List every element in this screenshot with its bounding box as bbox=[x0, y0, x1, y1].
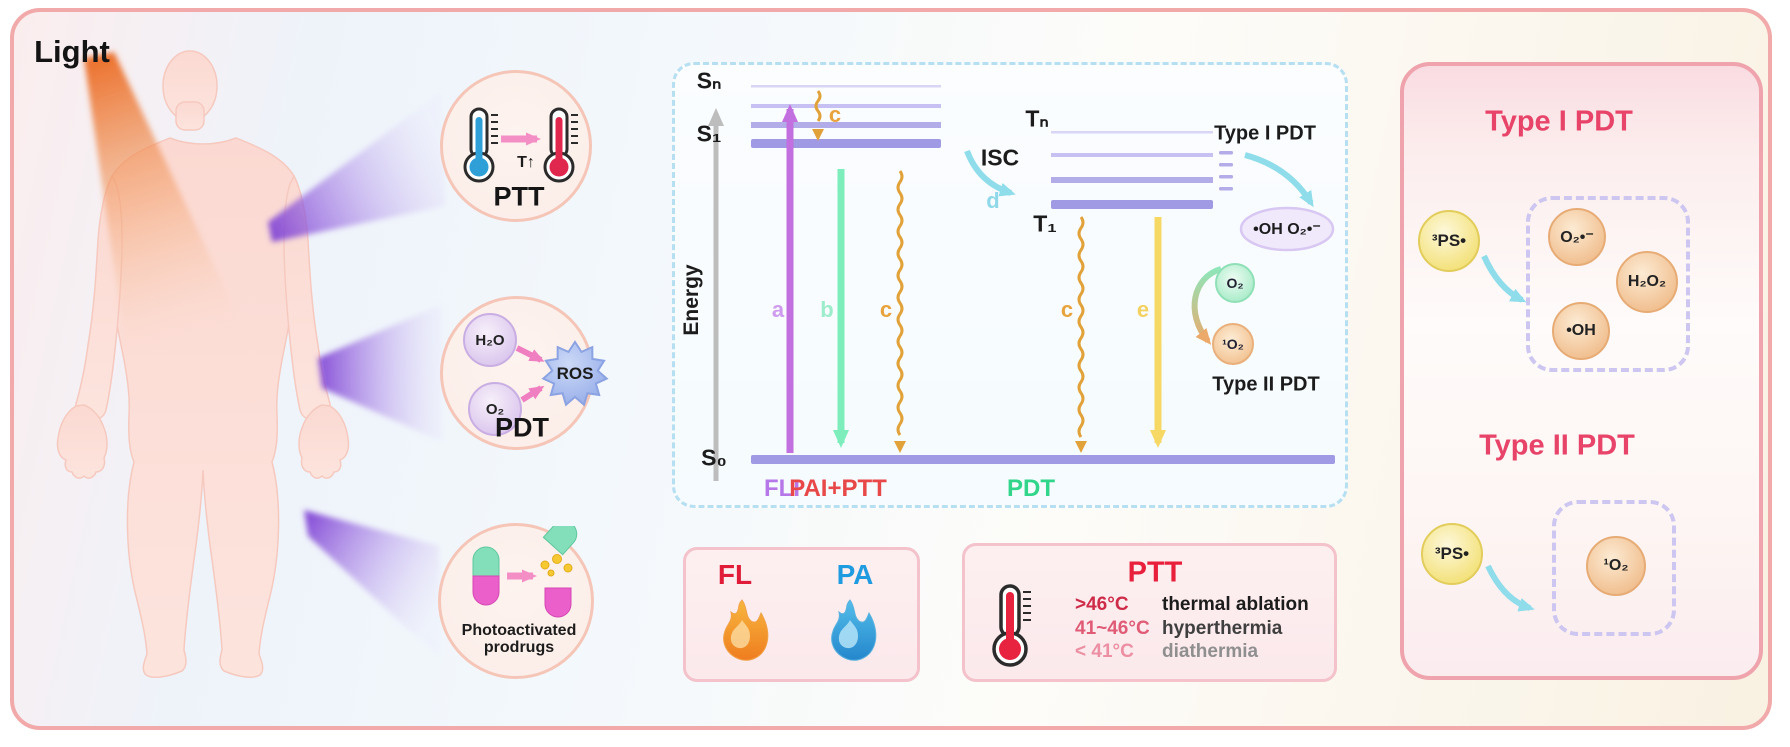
wavy-arrowhead-2 bbox=[894, 441, 906, 453]
type2-panel-title: Type II PDT bbox=[1479, 429, 1635, 462]
transition-a-label: a bbox=[771, 297, 785, 322]
light-beam-to-prodrugs bbox=[304, 510, 441, 660]
type1-products-box bbox=[1526, 196, 1690, 372]
o2-molecule: O₂ bbox=[468, 382, 522, 436]
pdt-callout-title: PDT bbox=[495, 412, 549, 443]
callout-pdt: H₂O O₂ ROS PDT bbox=[440, 296, 609, 450]
ptt-callout-title: PTT bbox=[493, 181, 545, 212]
transition-e-label: e bbox=[1136, 297, 1150, 322]
nonradiative-wavy-singlet bbox=[896, 170, 904, 436]
thermometer-hot-icon bbox=[543, 107, 578, 183]
hydroxyl-molecule: •OH bbox=[1552, 302, 1610, 360]
pa-label: PA bbox=[836, 559, 874, 590]
s0-level-label: S₀ bbox=[701, 444, 727, 471]
s1-level-label: S₁ bbox=[696, 120, 722, 147]
type1-arrow bbox=[1244, 152, 1314, 208]
internal-conversion-wavy-short bbox=[814, 90, 822, 122]
t1-level-label: T₁ bbox=[1033, 210, 1057, 237]
capsule-opening-icon bbox=[472, 526, 578, 618]
fl-label: FL bbox=[717, 559, 753, 590]
thermometer-icon bbox=[992, 584, 1031, 667]
transition-c1-label: c bbox=[828, 102, 842, 127]
singlet-oxygen-product: ¹O₂ bbox=[1586, 536, 1646, 596]
type2-product-box bbox=[1552, 500, 1676, 636]
light-label: Light bbox=[34, 34, 110, 69]
temperature-rise-label: T↑ bbox=[517, 154, 535, 171]
temp-range-1: >46°C bbox=[1075, 594, 1129, 615]
h2o2-molecule: H₂O₂ bbox=[1616, 251, 1678, 313]
vibrational-dashes bbox=[1219, 151, 1233, 191]
callout-prodrugs: Photoactivated prodrugs bbox=[438, 523, 594, 679]
transition-c2-label: c bbox=[879, 297, 893, 322]
panel-arrows bbox=[1481, 254, 1535, 612]
closed-capsule-icon bbox=[472, 546, 500, 606]
radical-products-label: •OH O₂•⁻ bbox=[1253, 221, 1321, 238]
o2-to-ros-arrow bbox=[520, 385, 545, 403]
isc-arrow-d bbox=[964, 149, 1016, 197]
ground-state-line bbox=[751, 455, 1335, 464]
nonradiative-wavy-triplet bbox=[1077, 216, 1085, 438]
jablonski-graphics bbox=[708, 85, 1335, 481]
type1-pdt-label: Type I PDT bbox=[1214, 122, 1316, 145]
energy-axis-label: Energy bbox=[680, 264, 703, 336]
temp-range-3: < 41°C bbox=[1075, 641, 1134, 662]
prodrugs-label-line2: prodrugs bbox=[483, 639, 555, 656]
singlet-level-lines bbox=[751, 85, 941, 148]
radical-oval bbox=[1239, 206, 1335, 252]
jablonski-diagram: Energy Sₙ S₁ S₀ Tₙ T₁ ISC a b c c c d e … bbox=[672, 62, 1348, 508]
type1-panel-title: Type I PDT bbox=[1485, 105, 1633, 138]
triplet-ps-molecule-2: ³PS• bbox=[1421, 523, 1483, 585]
triplet-ps-molecule-1: ³PS• bbox=[1418, 210, 1480, 272]
wavy-arrowhead-1 bbox=[812, 129, 824, 141]
transition-c3-label: c bbox=[1060, 297, 1074, 322]
temp-range-2: 41~46°C bbox=[1075, 618, 1150, 639]
sn-level-label: Sₙ bbox=[696, 67, 722, 94]
h2o-to-ros-arrow bbox=[515, 345, 545, 363]
ros-starburst bbox=[541, 340, 609, 407]
ros-label: ROS bbox=[556, 364, 594, 383]
thermometer-cold-icon bbox=[463, 107, 498, 183]
energy-transfer-arrow bbox=[1191, 266, 1223, 345]
imaging-thumbnails bbox=[723, 599, 877, 661]
type-pdt-panel: Type I PDT ³PS• O₂•⁻ H₂O₂ •OH Type II PD… bbox=[1400, 62, 1763, 680]
ros-generation-icon bbox=[515, 340, 609, 407]
pa-image-blob bbox=[831, 599, 877, 661]
transition-d-label: d bbox=[986, 188, 1000, 213]
light-beam-to-pdt bbox=[318, 304, 443, 442]
effect-2: hyperthermia bbox=[1162, 618, 1283, 639]
singlet-oxygen-molecule: ¹O₂ bbox=[1212, 323, 1254, 365]
h2o-molecule: H₂O bbox=[463, 313, 517, 367]
effect-1: thermal ablation bbox=[1162, 594, 1309, 615]
light-beam-to-ptt bbox=[268, 92, 445, 242]
superoxide-molecule: O₂•⁻ bbox=[1548, 208, 1606, 266]
type2-pdt-label: Type II PDT bbox=[1212, 373, 1320, 396]
wavy-arrowhead-3 bbox=[1075, 441, 1087, 453]
tn-level-label: Tₙ bbox=[1025, 105, 1049, 132]
ptt-box-title: PTT bbox=[1127, 556, 1183, 589]
oxygen-molecule: O₂ bbox=[1215, 263, 1255, 303]
open-capsule-top bbox=[542, 526, 578, 556]
callout-ptt: T↑ PTT bbox=[440, 70, 592, 222]
pdt-axis-label: PDT bbox=[1007, 475, 1055, 502]
isc-label: ISC bbox=[980, 144, 1020, 171]
fli-axis-label: FLI bbox=[764, 475, 800, 502]
fl-pa-box: FL PA bbox=[683, 547, 920, 682]
prodrugs-label-line1: Photoactivated bbox=[461, 622, 577, 639]
released-drug-dots bbox=[540, 554, 573, 577]
triplet-level-lines bbox=[1051, 131, 1213, 209]
ptt-info-box: PTT >46°C thermal ablation 41~46°C hyper… bbox=[962, 543, 1337, 682]
pai-ptt-axis-label: PAI+PTT bbox=[789, 475, 887, 502]
effect-3: diathermia bbox=[1162, 641, 1259, 662]
open-capsule-bottom bbox=[544, 587, 572, 618]
transition-b-label: b bbox=[820, 297, 834, 322]
fl-image-blob bbox=[723, 599, 769, 661]
type1-reaction-arrow bbox=[1481, 254, 1527, 303]
light-beam-orange bbox=[84, 52, 240, 352]
thermometer-pair-icon bbox=[463, 107, 578, 183]
type2-reaction-arrow bbox=[1485, 564, 1535, 612]
